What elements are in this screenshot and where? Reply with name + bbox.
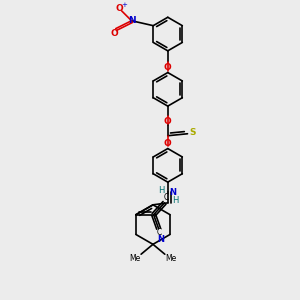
Text: Me: Me (165, 254, 176, 262)
Text: H: H (158, 185, 164, 194)
Text: O: O (111, 29, 118, 38)
Text: N: N (169, 188, 176, 197)
Text: H: H (172, 196, 179, 206)
Text: O: O (164, 139, 172, 148)
Text: N: N (128, 16, 135, 25)
Text: O: O (116, 4, 124, 14)
Text: N: N (157, 235, 164, 244)
Text: O: O (164, 63, 172, 72)
Text: S: S (189, 128, 196, 137)
Text: C: C (164, 194, 169, 202)
Text: C: C (157, 228, 162, 237)
Text: O: O (164, 117, 172, 126)
Text: Me: Me (130, 254, 141, 262)
Text: +: + (122, 2, 128, 8)
